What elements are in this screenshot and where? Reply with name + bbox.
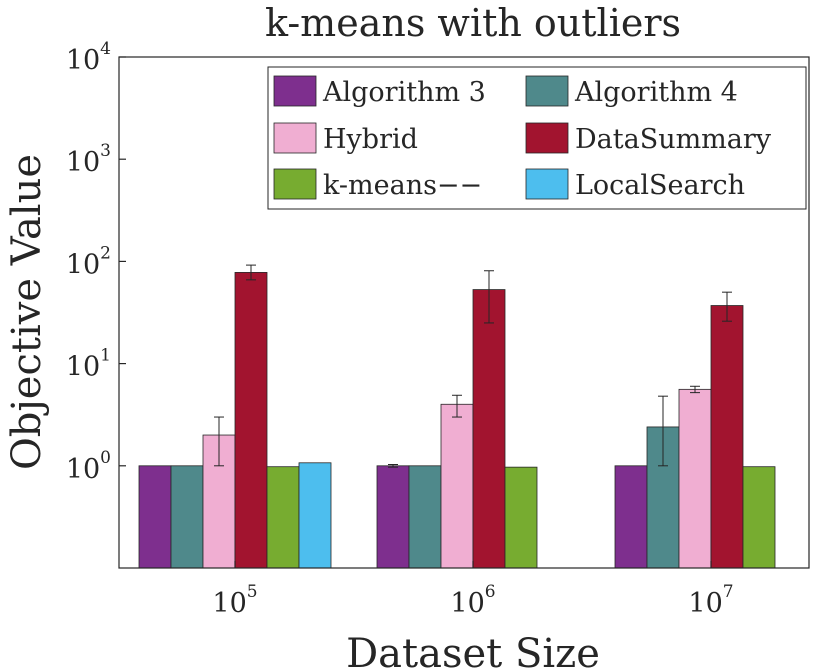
bar — [440, 403, 474, 569]
y-tick-label-exponent: 3 — [100, 141, 111, 161]
y-axis-label: Objective Value — [4, 154, 50, 470]
bar — [678, 388, 712, 569]
legend-swatch — [525, 168, 569, 200]
legend-swatch — [525, 122, 569, 154]
y-tick-label-exponent: 0 — [100, 448, 111, 468]
x-tick-label-exponent: 7 — [723, 582, 734, 602]
x-tick-label-base: 10 — [212, 588, 246, 619]
bar — [504, 466, 538, 569]
x-tick-label-exponent: 6 — [485, 582, 496, 602]
y-tick-label: 102 — [66, 243, 111, 280]
error-bars-layer — [214, 264, 732, 468]
y-tick-label-base: 10 — [66, 249, 100, 280]
x-tick-label: 107 — [688, 582, 733, 619]
bar — [472, 289, 506, 569]
bar — [234, 272, 268, 569]
bar — [742, 466, 776, 569]
y-tick-label-base: 10 — [66, 352, 100, 383]
legend-label: k-means−− — [323, 170, 482, 201]
bar — [170, 465, 204, 569]
legend-swatch — [525, 75, 569, 107]
bar — [408, 465, 442, 569]
y-tick-label: 101 — [66, 346, 111, 383]
y-tick-label: 100 — [66, 448, 111, 485]
y-tick-label-exponent: 4 — [100, 39, 111, 59]
bar — [376, 465, 410, 569]
legend-swatch — [273, 122, 317, 154]
legend-label: Hybrid — [323, 124, 418, 155]
legend-swatch — [273, 75, 317, 107]
bar — [266, 466, 300, 569]
legend-swatch — [273, 168, 317, 200]
x-tick-label-exponent: 5 — [247, 582, 258, 602]
x-axis-label: Dataset Size — [346, 631, 600, 670]
legend-label: Algorithm 4 — [574, 77, 738, 108]
x-tick-label: 105 — [212, 582, 257, 619]
chart-title: k-means with outliers — [265, 1, 681, 45]
x-tick-label-base: 10 — [450, 588, 484, 619]
bar — [710, 305, 744, 569]
legend-label: Algorithm 3 — [322, 77, 486, 108]
x-axis-ticks: 105 106 107 — [212, 561, 734, 619]
y-tick-label-exponent: 1 — [100, 346, 111, 366]
bar — [614, 465, 648, 569]
bar — [138, 465, 172, 569]
x-tick-label-base: 10 — [688, 588, 722, 619]
legend: Algorithm 3 Algorithm 4 Hybrid DataSummary k… — [267, 66, 807, 210]
y-tick-label-base: 10 — [66, 454, 100, 485]
bar — [298, 462, 332, 569]
y-tick-label-exponent: 2 — [100, 243, 111, 263]
y-tick-label: 103 — [66, 141, 111, 178]
legend-label: LocalSearch — [575, 170, 745, 201]
legend-label: DataSummary — [575, 124, 772, 155]
plot-area-frame — [118, 56, 810, 569]
y-tick-label: 104 — [66, 39, 111, 76]
y-tick-label-base: 10 — [66, 147, 100, 178]
x-tick-label: 106 — [450, 582, 495, 619]
bars-layer — [138, 272, 776, 569]
y-tick-label-base: 10 — [66, 45, 100, 76]
